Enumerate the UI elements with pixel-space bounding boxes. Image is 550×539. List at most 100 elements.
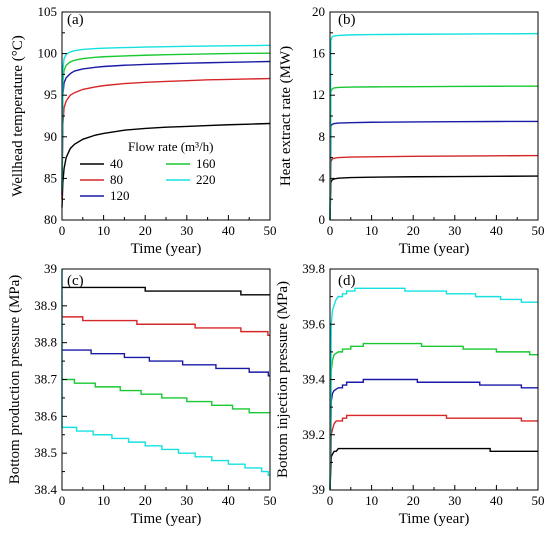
series-line-80 [329,414,538,491]
x-tick-label: 10 [97,493,110,508]
x-tick-label: 10 [97,223,110,238]
y-tick-label: 38.7 [34,372,57,387]
x-tick-label: 50 [264,223,277,238]
series-line-40 [329,175,539,221]
x-tick-label: 50 [532,493,545,508]
y-axis-title: Bottom production pressure (MPa) [7,275,23,485]
y-tick-label: 20 [312,4,325,19]
y-tick-label: 80 [44,212,57,227]
x-axis-title: Time (year) [131,241,202,257]
y-tick-label: 39.6 [302,316,325,331]
x-axis-title: Time (year) [131,511,202,527]
x-tick-label: 20 [407,223,420,238]
x-tick-label: 50 [264,493,277,508]
x-tick-label: 40 [222,493,235,508]
y-tick-label: 85 [44,170,57,185]
y-tick-label: 39.2 [302,427,325,442]
x-axis-title: Time (year) [399,241,470,257]
panel-label: (c) [67,273,84,289]
series-line-120 [329,378,538,491]
legend-label-220: 220 [196,172,216,187]
series-group [329,32,539,221]
x-tick-label: 50 [532,223,545,238]
x-tick-label: 0 [59,493,66,508]
series-line-220 [329,287,538,491]
plot-frame [61,268,271,491]
x-tick-label: 10 [365,223,378,238]
y-tick-label: 0 [319,212,326,227]
y-tick-label: 4 [319,170,326,185]
x-axis: 0 10 20 30 40 50 Time (year) [59,215,277,257]
x-tick-label: 30 [180,223,193,238]
x-tick-label: 20 [407,493,420,508]
panel-a: 0 10 20 30 40 50 Time (year) 80 85 90 95 100 105 Well… [10,4,277,257]
panel-c: 0 10 20 30 40 50 Time (year) 38.4 38.5 38.6 38.7 38… [7,261,277,527]
series-line-80 [329,154,539,221]
y-axis: 38.4 38.5 38.6 38.7 38.8 38.9 39 Bottom product… [7,261,67,497]
y-axis-title: Bottom injection pressure (MPa) [275,281,291,478]
x-tick-label: 20 [139,493,152,508]
x-axis-title: Time (year) [399,511,470,527]
y-tick-label: 95 [44,87,57,102]
series-line-120 [61,60,271,196]
y-tick-label: 38.4 [34,482,57,497]
y-axis-title: Heat extract rate (MW) [278,46,294,186]
y-axis-title: Wellhead temperature (°C) [10,35,26,196]
series-line-220 [329,32,539,221]
x-tick-label: 20 [139,223,152,238]
x-tick-label: 40 [490,223,503,238]
plot-frame [329,11,539,221]
x-tick-label: 40 [222,223,235,238]
panel-b: 0 10 20 30 40 50 Time (year) 0 4 8 12 16 20 Heat extr… [278,4,545,257]
panel-label: (b) [338,12,356,28]
y-tick-label: 90 [44,129,57,144]
y-tick-label: 39 [312,482,325,497]
series-line-40 [329,447,538,491]
plot-frame [61,11,271,221]
series-line-220 [61,44,271,187]
y-axis: 39 39.2 39.4 39.6 39.8 Bottom injection press… [275,261,335,497]
x-tick-label: 10 [365,493,378,508]
series-group [329,287,538,491]
y-axis: 80 85 90 95 100 105 Wellhead temperature (°C) [10,4,67,227]
panel-d: 0 10 20 30 40 50 Time (year) 39 39.2 39.4 39.6 39.8… [275,261,545,527]
legend-label-80: 80 [110,172,123,187]
panel-label: (a) [67,12,84,28]
x-tick-label: 0 [59,223,66,238]
y-tick-label: 39 [44,261,57,276]
series-line-220 [61,269,270,476]
series-line-160 [329,342,538,491]
series-line-120 [62,349,270,377]
y-tick-label: 12 [312,87,325,102]
y-tick-label: 38.5 [34,445,57,460]
y-tick-label: 39.4 [302,372,325,387]
y-tick-label: 38.6 [34,408,57,423]
series-line-40 [62,286,270,296]
y-tick-label: 105 [38,4,58,19]
y-tick-label: 16 [312,46,326,61]
series-line-80 [62,316,270,336]
x-axis: 0 10 20 30 40 50 Time (year) [327,485,545,527]
legend-label-160: 160 [196,156,216,171]
series-line-40 [61,122,271,208]
y-tick-label: 38.9 [34,298,57,313]
series-line-80 [61,77,271,200]
x-tick-label: 40 [490,493,503,508]
legend-label-40: 40 [110,156,123,171]
y-tick-label: 39.8 [302,261,325,276]
series-line-160 [61,52,271,191]
plot-frame [329,268,539,491]
y-tick-label: 100 [38,46,58,61]
series-line-160 [329,85,539,221]
y-axis: 0 4 8 12 16 20 Heat extract rate (MW) [278,4,335,227]
series-group [61,44,271,208]
x-tick-label: 30 [448,223,461,238]
x-axis: 0 10 20 30 40 50 Time (year) [327,215,545,257]
x-tick-label: 30 [180,493,193,508]
y-tick-label: 8 [319,129,326,144]
series-line-120 [329,120,539,221]
x-axis: 0 10 20 30 40 50 Time (year) [59,485,277,527]
legend-label-120: 120 [110,188,130,203]
